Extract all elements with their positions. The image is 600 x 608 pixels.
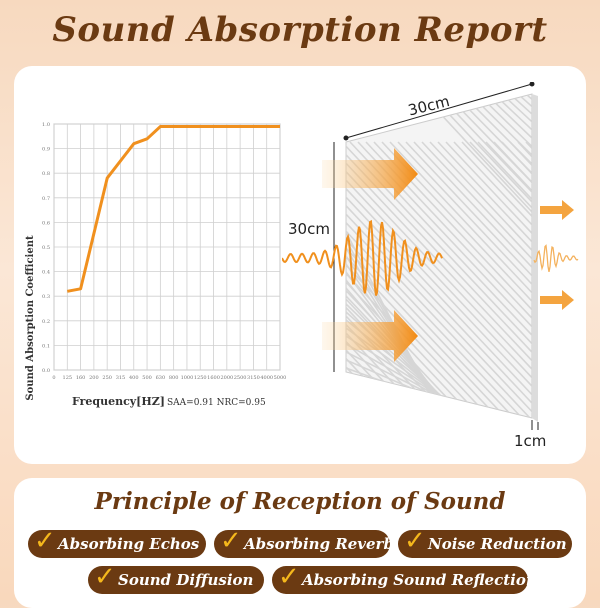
feature-pill: ✓ Absorbing Echos [28,526,206,558]
x-tick-label: 400 [129,375,139,381]
check-icon: ✓ [404,526,426,556]
x-tick-label: 1000 [181,375,194,381]
absorption-chart: 0.00.10.20.30.40.50.60.70.80.91.0 0 125 16… [25,122,286,408]
x-tick-label: 125 [63,375,73,381]
y-tick-label: 0.2 [42,319,50,325]
y-tick-label: 0.9 [42,147,50,153]
absorption-series-line [67,125,280,293]
y-tick-label: 0.3 [42,294,50,300]
feature-pill: ✓ Absorbing Reverb [214,526,394,558]
y-tick-label: 0.8 [42,171,50,177]
principle-title: Principle of Reception of Sound [94,488,506,515]
y-tick-label: 0.5 [42,245,50,251]
y-tick-label: 1.0 [42,122,50,128]
feature-label: Absorbing Sound Reflection [302,571,537,589]
check-icon: ✓ [220,526,242,556]
x-tick-label: 2500 [234,375,247,381]
check-icon: ✓ [278,562,300,592]
height-label: 30cm [288,220,330,238]
sound-wave [282,219,443,296]
x-tick-label: 250 [102,375,112,381]
width-label: 30cm [406,92,451,120]
outgoing-arrow-icon [540,290,574,310]
outgoing-arrow-icon [540,200,574,220]
residual-wave [533,244,579,273]
y-tick-label: 0.1 [42,343,50,349]
panel-texture [346,94,532,418]
thickness-label: 1cm [514,432,546,450]
incoming-arrow-icon [322,310,418,362]
width-dimension [343,82,535,141]
feature-label: Absorbing Reverb [244,535,394,553]
panel-illustration: 30cm 30cm 1cm [282,82,579,450]
check-icon: ✓ [94,562,116,592]
x-tick-label: 160 [76,375,86,381]
x-tick-label: 200 [89,375,99,381]
feature-pill: ✓ Noise Reduction [398,526,572,558]
y-tick-label: 0.7 [42,196,50,202]
feature-label: Noise Reduction [428,535,567,553]
x-axis-label: Frequency[HZ] [72,395,165,408]
x-tick-labels: 0 125 160 200 250 315 400 500 630 800 1000 1250 1600… [52,375,286,381]
y-tick-labels: 0.0 0.1 0.2 0.3 0.4 0.5 0.6 0.7 0.8 0.9 1.0 [42,122,50,374]
x-tick-label: 1600 [207,375,220,381]
incoming-arrow-icon [322,148,418,200]
x-tick-label: 3150 [247,375,260,381]
feature-pill: ✓ Absorbing Sound Reflection [272,562,537,594]
x-tick-label: 2000 [220,375,233,381]
chart-grid [53,123,281,371]
thickness-dimension [531,420,539,430]
x-tick-label: 4000 [260,375,273,381]
y-axis-label: Sound Absorption Coefficient [25,235,36,401]
chart-note: SAA=0.91 NRC=0.95 [167,398,266,408]
x-tick-label: 5000 [274,375,287,381]
x-tick-label: 500 [142,375,152,381]
check-icon: ✓ [34,526,56,556]
feature-label: Sound Diffusion [118,571,254,589]
x-tick-label: 315 [116,375,126,381]
x-tick-label: 0 [52,375,55,381]
page-title: Sound Absorption Report [52,10,548,50]
x-tick-label: 1250 [194,375,207,381]
y-tick-label: 0.6 [42,220,50,226]
y-tick-label: 0.4 [42,270,50,276]
feature-label: Absorbing Echos [58,535,200,553]
y-tick-label: 0.0 [42,368,50,374]
feature-pill: ✓ Sound Diffusion [88,562,264,594]
x-tick-label: 630 [156,375,166,381]
x-tick-label: 800 [169,375,179,381]
